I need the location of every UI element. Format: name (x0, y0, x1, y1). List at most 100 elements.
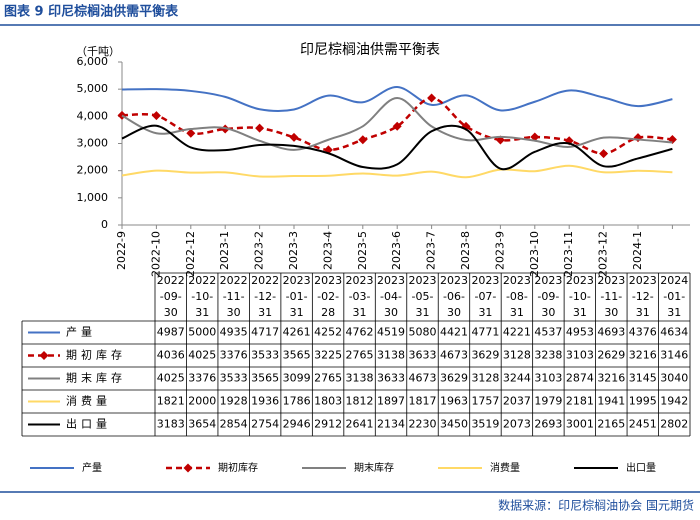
table-cell: 3001 (566, 418, 594, 431)
table-cell: 4987 (157, 326, 185, 339)
table-cell: 3633 (377, 372, 405, 385)
table-header: 2023 (283, 274, 311, 287)
series-line (121, 85, 673, 113)
table-cell: 4025 (188, 349, 216, 362)
table-header: 2022 (220, 274, 248, 287)
series-marker (358, 135, 368, 145)
table-header: 2023 (346, 274, 374, 287)
table-row-label: 消费量 (66, 394, 111, 408)
x-tick-label: 2024-1 (631, 231, 644, 270)
table-cell: 1941 (597, 395, 625, 408)
table-cell: 4376 (629, 326, 657, 339)
series-line (121, 97, 673, 151)
table-cell: 4025 (157, 372, 185, 385)
series-marker (392, 121, 402, 131)
table-cell: 3216 (629, 349, 657, 362)
table-cell: 1936 (251, 395, 279, 408)
table-header: -12- (632, 290, 654, 303)
legend-label: 消费量 (490, 461, 520, 474)
x-tick-label: 2023-1 (218, 231, 231, 270)
x-tick-label: 2023-12 (597, 231, 610, 277)
x-tick-label: 2023-10 (528, 231, 541, 277)
table-header: -10- (191, 290, 213, 303)
x-tick-label: 2023-5 (356, 231, 369, 270)
table-cell: 4935 (220, 326, 248, 339)
table-cell: 3533 (220, 372, 248, 385)
table-cell: 3138 (377, 349, 405, 362)
y-tick-label: 5,000 (77, 82, 109, 95)
table-header: 30 (164, 306, 178, 319)
table-header: 30 (604, 306, 618, 319)
table-cell: 2037 (503, 395, 531, 408)
table-header: -11- (600, 290, 622, 303)
y-tick-label: 1,000 (77, 191, 109, 204)
table-cell: 2641 (346, 418, 374, 431)
table-cell: 3128 (471, 372, 499, 385)
table-cell: 1928 (220, 395, 248, 408)
table-cell: 3533 (251, 349, 279, 362)
y-tick-label: 4,000 (77, 109, 109, 122)
table-header: -09- (537, 290, 559, 303)
table-cell: 3565 (283, 349, 311, 362)
chart-title: 印尼棕榈油供需平衡表 (300, 42, 440, 58)
table-header: 2023 (503, 274, 531, 287)
table-cell: 3146 (660, 349, 688, 362)
table-row-label: 期初库存 (66, 348, 126, 362)
table-cell: 3183 (157, 418, 185, 431)
table-cell: 2165 (597, 418, 625, 431)
table-header: 31 (478, 306, 492, 319)
table-cell: 4673 (440, 349, 468, 362)
table-header: 31 (573, 306, 587, 319)
table-header: -01- (286, 290, 308, 303)
legend-label: 期末库存 (354, 461, 394, 474)
table-cell: 4693 (597, 326, 625, 339)
legend-marker (39, 351, 49, 360)
table-cell: 3633 (409, 349, 437, 362)
table-cell: 1897 (377, 395, 405, 408)
table-cell: 2946 (283, 418, 311, 431)
table-header: -05- (412, 290, 434, 303)
series-marker (530, 132, 540, 142)
table-header: -07- (474, 290, 496, 303)
x-tick-label: 2022-9 (115, 231, 128, 270)
table-header: -11- (223, 290, 245, 303)
y-tick-label: 6,000 (77, 55, 109, 68)
table-cell: 4673 (409, 372, 437, 385)
table-header: 2022 (157, 274, 185, 287)
table-header: 2023 (471, 274, 499, 287)
table-cell: 1963 (440, 395, 468, 408)
table-cell: 1979 (534, 395, 562, 408)
table-cell: 3450 (440, 418, 468, 431)
table-cell: 4252 (314, 326, 342, 339)
table-header: 31 (667, 306, 681, 319)
table-cell: 1821 (157, 395, 185, 408)
source: 数据来源：印尼棕榈油协会 国元期货 (498, 498, 694, 513)
table-header: 2023 (566, 274, 594, 287)
table-header: -09- (160, 290, 182, 303)
table-header: -10- (569, 290, 591, 303)
table-cell: 2451 (629, 418, 657, 431)
table-header: 2023 (629, 274, 657, 287)
table-cell: 1995 (629, 395, 657, 408)
table-header: 2022 (188, 274, 216, 287)
table-cell: 3376 (188, 372, 216, 385)
table-header: -01- (663, 290, 685, 303)
x-tick-label: 2023-2 (253, 231, 266, 270)
table-header: 31 (510, 306, 524, 319)
table-cell: 4519 (377, 326, 405, 339)
table-cell: 2000 (188, 395, 216, 408)
table-cell: 3103 (566, 349, 594, 362)
table-cell: 3629 (471, 349, 499, 362)
y-tick-label: 3,000 (77, 137, 109, 150)
table-cell: 2765 (346, 349, 374, 362)
series-marker (427, 93, 437, 103)
table-header: 2024 (660, 274, 688, 287)
table-cell: 3216 (597, 372, 625, 385)
table-cell: 2134 (377, 418, 405, 431)
table-header: -08- (506, 290, 528, 303)
table-cell: 4717 (251, 326, 279, 339)
table-header: 30 (541, 306, 555, 319)
table-header: 2023 (314, 274, 342, 287)
x-tick-label: 2023-11 (562, 231, 575, 277)
table-header: -06- (443, 290, 465, 303)
